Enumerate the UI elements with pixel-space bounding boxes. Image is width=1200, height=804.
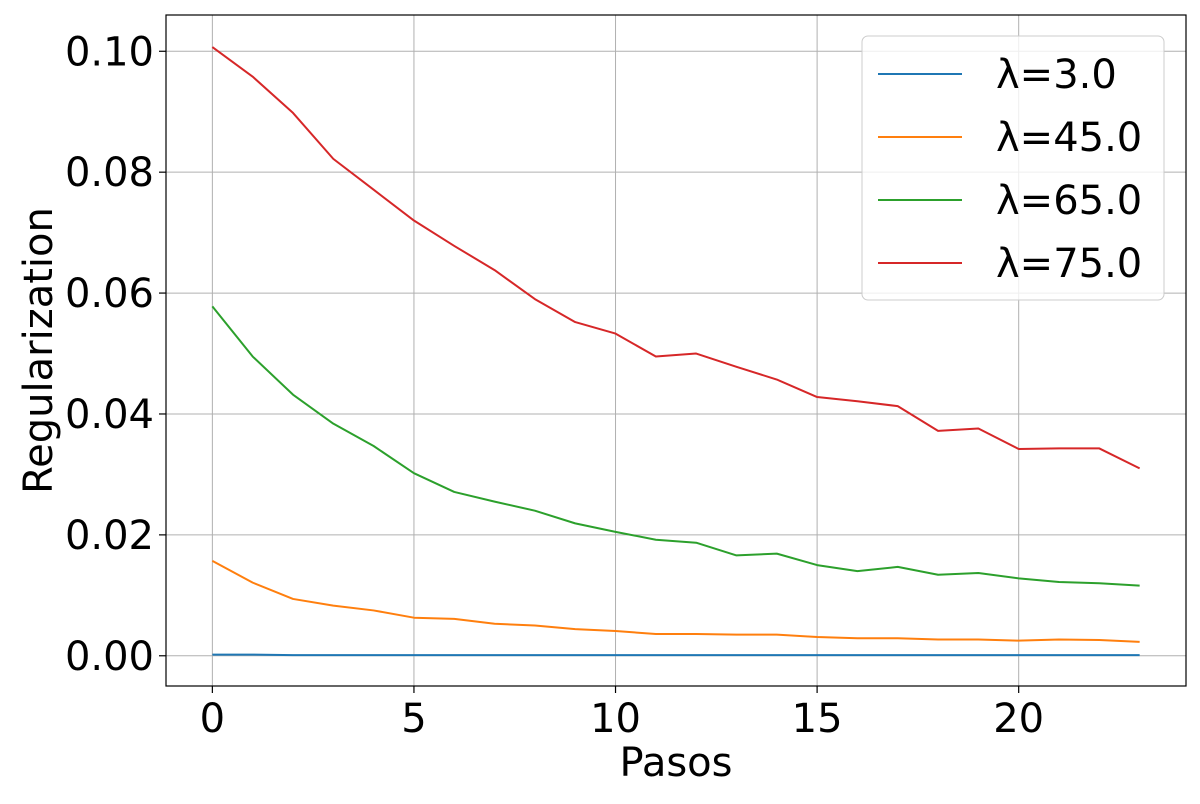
plot-frame bbox=[165, 14, 1187, 687]
series-line-3 bbox=[211, 305, 1140, 587]
x-tick-label: 5 bbox=[401, 696, 426, 742]
series-line-1 bbox=[212, 653, 1140, 657]
y-tick-label: 0.04 bbox=[65, 392, 154, 438]
legend-label: λ=45.0 bbox=[996, 115, 1142, 161]
y-tick-label: 0.00 bbox=[65, 634, 154, 680]
y-axis-ticks: 0.00 0.02 0.04 0.06 0.08 0.10 bbox=[65, 29, 166, 680]
legend-box bbox=[861, 35, 1165, 301]
y-tick-label: 0.10 bbox=[65, 29, 154, 75]
y-tick-label: 0.08 bbox=[65, 150, 154, 196]
series-line-4 bbox=[211, 46, 1141, 470]
x-tick-label: 15 bbox=[792, 696, 843, 742]
y-axis-label: Regularization bbox=[16, 207, 62, 494]
y-tick-label: 0.02 bbox=[65, 513, 154, 559]
y-tick-label: 0.06 bbox=[65, 271, 154, 317]
legend-label: λ=75.0 bbox=[996, 241, 1142, 287]
x-tick-label: 20 bbox=[993, 696, 1044, 742]
legend-label: λ=3.0 bbox=[996, 52, 1117, 98]
x-axis-ticks: 0 5 10 15 20 bbox=[200, 686, 1044, 742]
series-line-2 bbox=[211, 559, 1140, 643]
x-axis-label: Pasos bbox=[620, 740, 733, 786]
legend-label: λ=65.0 bbox=[996, 178, 1142, 224]
x-tick-label: 10 bbox=[590, 696, 641, 742]
legend: λ=3.0 λ=45.0 λ=65.0 λ=75.0 bbox=[861, 35, 1165, 301]
series-lines bbox=[211, 46, 1141, 657]
x-tick-label: 0 bbox=[200, 696, 225, 742]
